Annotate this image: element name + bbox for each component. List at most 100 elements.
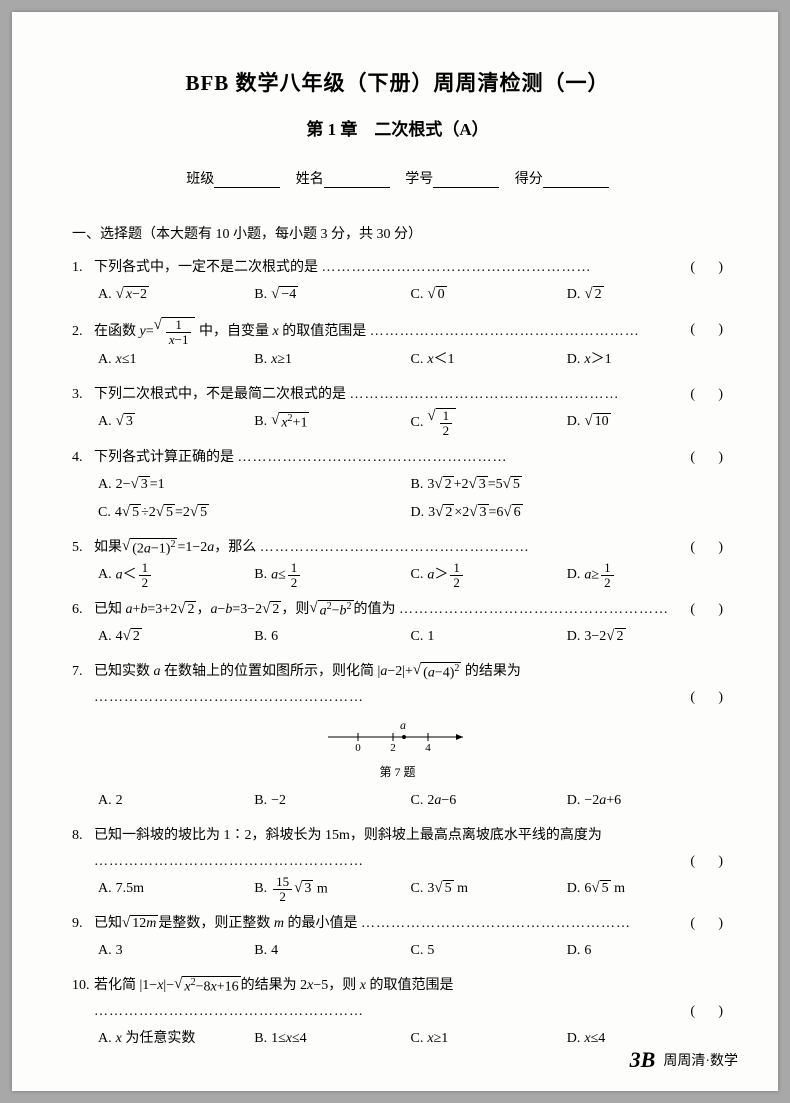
option-body: 3 [116, 937, 123, 965]
option-label: D. [567, 281, 581, 309]
option[interactable]: B.6 [254, 623, 410, 651]
option[interactable]: C.1 [411, 623, 567, 651]
question-line: 10.若化简 |1−x|−√x2−8x+16的结果为 2x−5，则 x 的取值范… [72, 973, 723, 1025]
option[interactable]: D.√2 [567, 281, 723, 309]
option[interactable]: D.−2a+6 [567, 787, 723, 815]
option[interactable]: A.3 [98, 937, 254, 965]
option[interactable]: D.6√5 m [567, 875, 723, 903]
question-text: 若化简 |1−x|−√x2−8x+16的结果为 2x−5，则 x 的取值范围是 … [94, 973, 723, 1025]
question-number: 1. [72, 255, 94, 281]
option[interactable]: D.a≥12 [567, 561, 723, 589]
question-text: 下列各式计算正确的是 ………………………………………………() [94, 445, 723, 471]
svg-text:a: a [400, 718, 406, 732]
option-body: x≤1 [116, 346, 137, 374]
option[interactable]: B.√x2+1 [254, 408, 410, 437]
option-body: 2 [116, 787, 123, 815]
option-label: D. [567, 787, 581, 815]
question: 2.在函数 y=√1x−1 中，自变量 x 的取值范围是 ……………………………… [72, 317, 723, 374]
question: 6.已知 a+b=3+2√2，a−b=3−2√2，则√a2−b2的值为 …………… [72, 597, 723, 651]
question-text: 已知 a+b=3+2√2，a−b=3−2√2，则√a2−b2的值为 ………………… [94, 597, 723, 623]
option-body: 7.5m [116, 875, 144, 903]
question-line: 4.下列各式计算正确的是 ………………………………………………() [72, 445, 723, 471]
question-text: 下列二次根式中，不是最简二次根式的是 ………………………………………………() [94, 382, 723, 408]
blank-score[interactable] [543, 172, 609, 188]
option-body: x≤4 [584, 1025, 605, 1053]
field-id: 学号 [405, 172, 433, 187]
blank-id[interactable] [433, 172, 499, 188]
option-body: 3√5 m [427, 875, 468, 903]
option[interactable]: C.x≥1 [411, 1025, 567, 1053]
option-label: D. [567, 1025, 581, 1053]
question-number: 5. [72, 535, 94, 561]
blank-class[interactable] [214, 172, 280, 188]
page-title: BFB 数学八年级（下册）周周清检测（一） [72, 67, 723, 97]
question: 9.已知√12m是整数，则正整数 m 的最小值是 ………………………………………… [72, 911, 723, 965]
option[interactable]: B.−2 [254, 787, 410, 815]
option[interactable]: D.3−2√2 [567, 623, 723, 651]
option[interactable]: D.6 [567, 937, 723, 965]
option[interactable]: C.√0 [411, 281, 567, 309]
options: A.a＜12B.a≤12C.a＞12D.a≥12 [72, 561, 723, 589]
question: 3.下列二次根式中，不是最简二次根式的是 ………………………………………………(… [72, 382, 723, 437]
blank-name[interactable] [324, 172, 390, 188]
options: A.4√2B.6C.1D.3−2√2 [72, 623, 723, 651]
option[interactable]: C.√12 [411, 408, 567, 437]
figure-caption: 第 7 题 [72, 761, 723, 783]
option-label: C. [411, 1025, 424, 1053]
option[interactable]: C.5 [411, 937, 567, 965]
option[interactable]: A.√3 [98, 408, 254, 437]
option-body: √2 [584, 281, 603, 309]
option-body: √3 [116, 408, 135, 436]
question: 7.已知实数 a 在数轴上的位置如图所示，则化简 |a−2|+√(a−4)2 的… [72, 659, 723, 815]
option-body: √x−2 [116, 281, 149, 309]
option-body: −2a+6 [584, 787, 621, 815]
option[interactable]: A.4√2 [98, 623, 254, 651]
option[interactable]: B.3√2+2√3=5√5 [411, 471, 724, 499]
page-subtitle: 第 1 章 二次根式（A） [72, 115, 723, 140]
option[interactable]: D.√10 [567, 408, 723, 437]
svg-text:2: 2 [390, 742, 396, 751]
option-label: D. [567, 623, 581, 651]
option[interactable]: C.3√5 m [411, 875, 567, 903]
option[interactable]: B.a≤12 [254, 561, 410, 589]
option-label: C. [411, 875, 424, 903]
option-body: 4√2 [116, 623, 142, 651]
option-body: 3√2×2√3=6√6 [428, 499, 523, 527]
option[interactable]: A.a＜12 [98, 561, 254, 589]
option-label: D. [567, 875, 581, 903]
question-text: 下列各式中，一定不是二次根式的是 ………………………………………………() [94, 255, 723, 281]
option-label: D. [567, 561, 581, 589]
option[interactable]: B.x≥1 [254, 346, 410, 374]
question-line: 1.下列各式中，一定不是二次根式的是 ………………………………………………() [72, 255, 723, 281]
option[interactable]: A.2 [98, 787, 254, 815]
option[interactable]: A.7.5m [98, 875, 254, 903]
option-body: 1 [427, 623, 434, 651]
option-label: A. [98, 623, 112, 651]
option[interactable]: C.a＞12 [411, 561, 567, 589]
question-line: 6.已知 a+b=3+2√2，a−b=3−2√2，则√a2−b2的值为 …………… [72, 597, 723, 623]
option[interactable]: D.x＞1 [567, 346, 723, 374]
option[interactable]: D.3√2×2√3=6√6 [411, 499, 724, 527]
option[interactable]: C.x＜1 [411, 346, 567, 374]
option-body: 6 [271, 623, 278, 651]
option[interactable]: B.√−4 [254, 281, 410, 309]
question-number: 7. [72, 659, 94, 685]
option[interactable]: A.2−√3=1 [98, 471, 411, 499]
option-body: a≤12 [271, 561, 302, 589]
question-number: 8. [72, 823, 94, 849]
option[interactable]: B.152√3 m [254, 875, 410, 903]
field-name: 姓名 [296, 172, 324, 187]
option[interactable]: B.4 [254, 937, 410, 965]
option[interactable]: A.x≤1 [98, 346, 254, 374]
option-label: B. [254, 937, 267, 965]
option[interactable]: B.1≤x≤4 [254, 1025, 410, 1053]
option[interactable]: A.x 为任意实数 [98, 1025, 254, 1053]
option-body: 3√2+2√3=5√5 [427, 471, 522, 499]
option[interactable]: C.2a−6 [411, 787, 567, 815]
option-body: −2 [271, 787, 286, 815]
field-score: 得分 [515, 172, 543, 187]
option-label: A. [98, 471, 112, 499]
option[interactable]: A.√x−2 [98, 281, 254, 309]
question-number: 3. [72, 382, 94, 408]
option[interactable]: C.4√5÷2√5=2√5 [98, 499, 411, 527]
